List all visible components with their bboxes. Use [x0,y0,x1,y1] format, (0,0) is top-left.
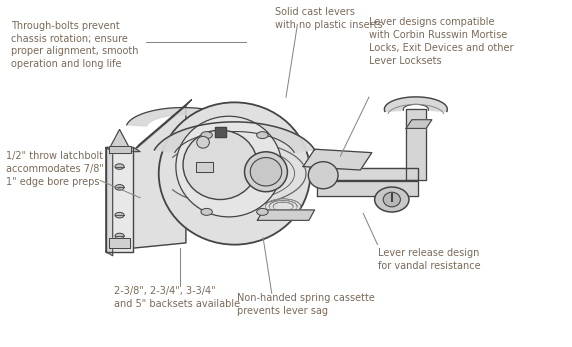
Circle shape [115,233,124,239]
Polygon shape [315,168,418,180]
Circle shape [115,185,124,190]
Circle shape [201,209,212,215]
Polygon shape [406,120,432,128]
Circle shape [201,132,212,138]
Polygon shape [257,210,315,220]
Polygon shape [109,146,130,153]
Polygon shape [196,162,213,172]
Ellipse shape [158,102,310,245]
Text: Lever designs compatible
with Corbin Russwin Mortise
Locks, Exit Devices and oth: Lever designs compatible with Corbin Rus… [369,17,514,66]
Ellipse shape [308,162,338,189]
Text: Non-handed spring cassette
prevents lever sag: Non-handed spring cassette prevents leve… [237,293,375,316]
Polygon shape [106,147,133,252]
Text: 1/2" throw latchbolt
accommodates 7/8" and
1" edge bore preps: 1/2" throw latchbolt accommodates 7/8" a… [6,151,125,187]
Polygon shape [133,100,192,151]
Ellipse shape [375,187,409,212]
Circle shape [257,209,268,215]
Polygon shape [110,129,129,147]
Polygon shape [317,181,418,196]
Polygon shape [109,238,130,248]
Ellipse shape [383,192,400,207]
Ellipse shape [244,152,287,192]
Polygon shape [214,127,226,137]
Polygon shape [106,147,140,152]
Polygon shape [406,109,426,180]
Ellipse shape [197,136,209,148]
Polygon shape [303,149,372,170]
Text: Solid cast levers
with no plastic inserts: Solid cast levers with no plastic insert… [275,7,382,30]
Polygon shape [384,97,447,111]
Polygon shape [133,106,186,248]
Text: Through-bolts prevent
chassis rotation; ensure
proper alignment, smooth
operatio: Through-bolts prevent chassis rotation; … [11,21,139,69]
Text: 2-3/8", 2-3/4", 3-3/4"
and 5" backsets available: 2-3/8", 2-3/4", 3-3/4" and 5" backsets a… [114,286,240,309]
Polygon shape [127,108,239,126]
Ellipse shape [250,158,282,186]
Polygon shape [106,147,113,256]
Text: Lever release design
for vandal resistance: Lever release design for vandal resistan… [378,248,480,271]
Circle shape [115,164,124,169]
Circle shape [257,132,268,138]
Ellipse shape [183,130,257,200]
Ellipse shape [176,116,281,217]
Polygon shape [154,122,315,152]
Circle shape [115,212,124,218]
